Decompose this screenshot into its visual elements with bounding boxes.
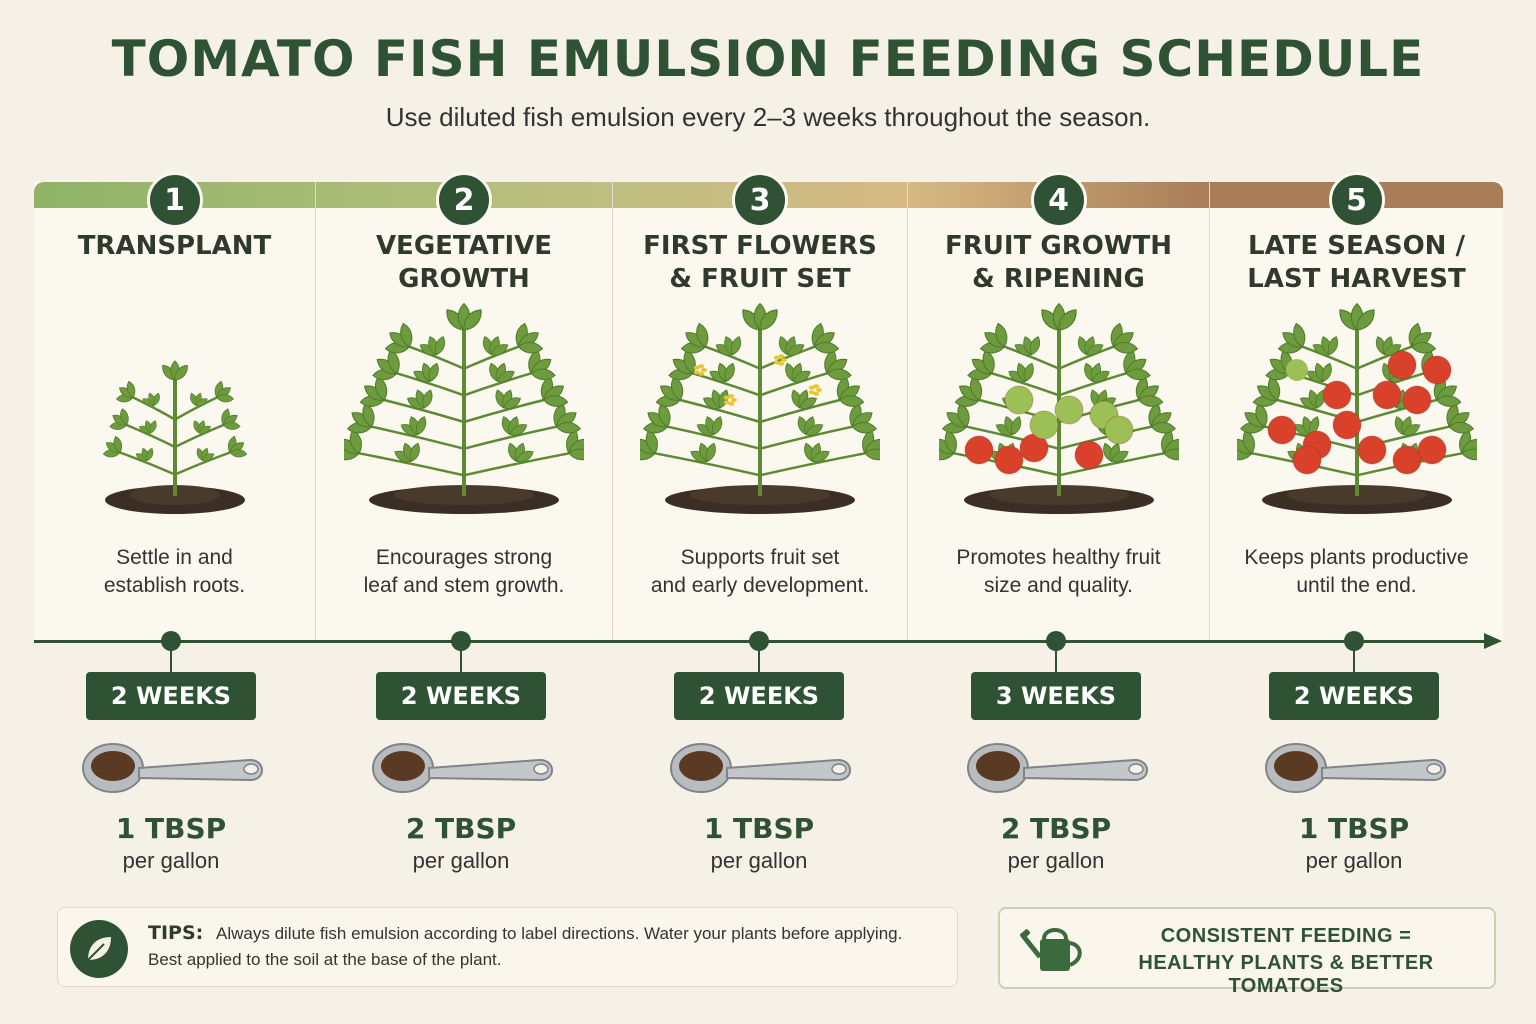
feeding-column-2: 2 WEEKS 2 TBSP per gallon <box>341 630 581 880</box>
dose-unit: per gallon <box>412 848 510 873</box>
watering-can-icon <box>1020 928 1082 971</box>
measuring-spoon-icon <box>1265 743 1446 793</box>
timeline-connector <box>170 650 172 674</box>
leaf-icon <box>70 920 128 978</box>
step-number-badge: 5 <box>1328 172 1385 228</box>
tips-box: TIPS: Always dilute fish emulsion accord… <box>57 907 958 987</box>
stage-description: Settle in and establish roots. <box>103 546 246 597</box>
step-number-badge: 3 <box>732 172 788 228</box>
fruiting-plant-icon <box>938 302 1179 514</box>
stage-title: TRANSPLANT <box>77 231 272 261</box>
stage-description: Keeps plants productive until the end. <box>1244 546 1469 597</box>
feeding-column-5: 2 WEEKS 1 TBSP per gallon <box>1234 630 1474 880</box>
measuring-spoon-icon <box>670 743 851 793</box>
timeline-connector <box>460 650 462 674</box>
stage-panels: 1 TRANSPLANT Settle in and establish roo… <box>34 172 1503 640</box>
tips-text-line-1: Always dilute fish emulsion according to… <box>216 924 903 943</box>
stage-description: Promotes healthy fruit size and quality. <box>956 546 1161 597</box>
stage-title: FIRST FLOWERS & FRUIT SET <box>643 231 877 294</box>
stage-title: VEGETATIVE GROWTH <box>375 231 553 294</box>
stage-panel-1: 1 TRANSPLANT Settle in and establish roo… <box>34 172 316 640</box>
timeline-connector <box>1353 650 1355 674</box>
seedling-icon <box>102 360 247 514</box>
dose-amount: 1 TBSP <box>115 812 227 845</box>
flowering-plant-icon <box>640 302 880 514</box>
summary-line-1: CONSISTENT FEEDING = <box>1160 925 1412 947</box>
dose-unit: per gallon <box>122 848 220 873</box>
feeding-column-3: 2 WEEKS 1 TBSP per gallon <box>639 630 879 880</box>
stage-description: Encourages strong leaf and stem growth. <box>363 546 565 597</box>
interval-badge: 2 WEEKS <box>1269 672 1439 720</box>
measuring-spoon-icon <box>967 743 1148 793</box>
tips-text-line-2: Best applied to the soil at the base of … <box>148 950 502 969</box>
stage-panel-4: 4 FRUIT GROWTH & RIPENING Promotes healt… <box>908 172 1210 640</box>
timeline-arrow-icon <box>1484 633 1502 649</box>
step-number-badge: 2 <box>436 172 492 228</box>
interval-badge: 2 WEEKS <box>86 672 256 720</box>
page-title: TOMATO FISH EMULSION FEEDING SCHEDULE <box>111 30 1425 88</box>
ripe-tomato-plant-icon <box>1236 302 1477 514</box>
timeline-marker <box>161 631 181 651</box>
interval-badge: 2 WEEKS <box>376 672 546 720</box>
measuring-spoon-icon <box>82 743 263 793</box>
feeding-column-1: 2 WEEKS 1 TBSP per gallon <box>51 630 291 880</box>
dose-unit: per gallon <box>1007 848 1105 873</box>
stage-title: LATE SEASON / LAST HARVEST <box>1247 231 1466 294</box>
dose-unit: per gallon <box>710 848 808 873</box>
feeding-column-4: 3 WEEKS 2 TBSP per gallon <box>936 630 1176 880</box>
timeline-connector <box>758 650 760 674</box>
interval-badge: 3 WEEKS <box>971 672 1141 720</box>
dose-amount: 2 TBSP <box>1000 812 1112 845</box>
timeline-marker <box>451 631 471 651</box>
timeline-connector <box>1055 650 1057 674</box>
leafy-plant-icon <box>344 302 584 514</box>
measuring-spoon-icon <box>372 743 553 793</box>
stage-panel-5: 5 LATE SEASON / LAST HARVEST Keeps plant… <box>1210 172 1503 640</box>
dose-amount: 2 TBSP <box>405 812 517 845</box>
step-number-badge: 1 <box>146 172 203 228</box>
stage-panel-3: 3 FIRST FLOWERS & FRUIT SET Supports fru… <box>613 172 908 640</box>
summary-badge: CONSISTENT FEEDING = HEALTHY PLANTS & BE… <box>998 907 1496 997</box>
tips-label: TIPS: <box>148 922 204 944</box>
interval-badge: 2 WEEKS <box>674 672 844 720</box>
stage-description: Supports fruit set and early development… <box>650 546 870 597</box>
stage-title: FRUIT GROWTH & RIPENING <box>945 231 1172 294</box>
dose-unit: per gallon <box>1305 848 1403 873</box>
dose-amount: 1 TBSP <box>703 812 815 845</box>
timeline-marker <box>1046 631 1066 651</box>
summary-line-2: HEALTHY PLANTS & BETTER TOMATOES <box>1138 952 1434 997</box>
stage-panel-2: 2 VEGETATIVE GROWTH Encourages strong le… <box>316 172 613 640</box>
timeline-marker <box>1344 631 1364 651</box>
dose-amount: 1 TBSP <box>1298 812 1410 845</box>
page-subtitle: Use diluted fish emulsion every 2–3 week… <box>385 102 1151 132</box>
timeline-marker <box>749 631 769 651</box>
step-number-badge: 4 <box>1030 172 1087 228</box>
